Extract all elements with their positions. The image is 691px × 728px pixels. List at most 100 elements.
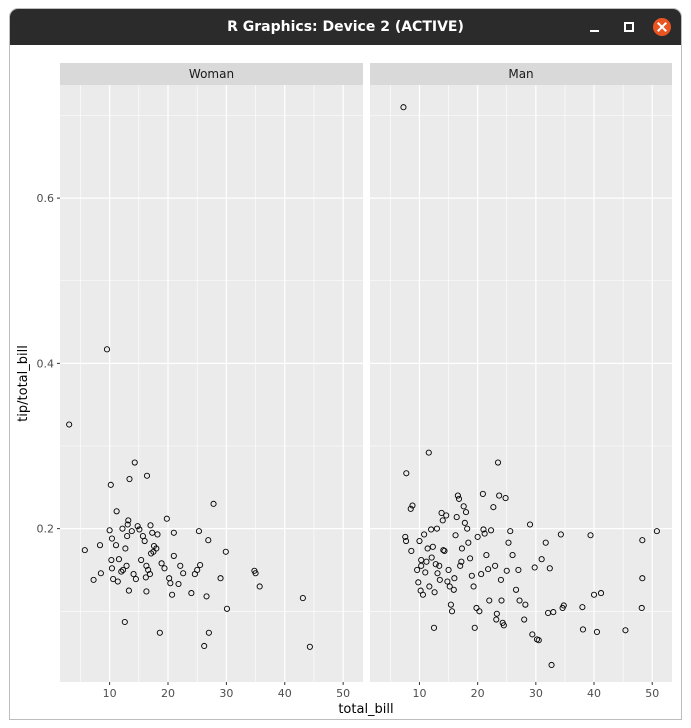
data-point-man bbox=[538, 556, 545, 563]
data-point-woman bbox=[103, 346, 111, 353]
data-point-woman bbox=[197, 561, 204, 569]
data-point-man bbox=[418, 556, 425, 564]
data-point-man bbox=[400, 104, 407, 111]
data-point-woman bbox=[128, 528, 135, 535]
x-tick-label: 30 bbox=[529, 687, 543, 700]
data-point-man bbox=[421, 531, 428, 538]
data-point-woman bbox=[120, 566, 127, 574]
window-title: R Graphics: Device 2 (ACTIVE) bbox=[227, 19, 464, 35]
data-point-man bbox=[509, 552, 516, 559]
data-point-man bbox=[522, 601, 529, 608]
data-point-woman bbox=[147, 522, 154, 529]
data-point-woman bbox=[136, 526, 143, 533]
data-point-man bbox=[548, 661, 555, 669]
data-point-woman bbox=[170, 529, 177, 536]
data-point-man bbox=[492, 562, 499, 569]
data-point-woman bbox=[222, 548, 229, 555]
data-point-woman bbox=[175, 580, 182, 588]
data-point-woman bbox=[108, 556, 115, 564]
data-point-man bbox=[436, 562, 443, 569]
data-point-man bbox=[403, 537, 410, 545]
data-point-woman bbox=[112, 542, 120, 549]
data-point-woman bbox=[223, 605, 231, 612]
data-point-man bbox=[454, 492, 461, 499]
data-point-man bbox=[461, 519, 468, 526]
data-point-man bbox=[531, 564, 538, 571]
data-point-man bbox=[486, 597, 493, 604]
data-point-woman bbox=[188, 590, 195, 597]
data-point-woman bbox=[163, 515, 170, 522]
data-point-man bbox=[445, 566, 452, 574]
data-point-woman bbox=[143, 588, 150, 595]
data-point-man bbox=[476, 608, 483, 615]
panel-background-man bbox=[370, 85, 672, 682]
data-point-woman bbox=[121, 618, 128, 626]
data-point-woman bbox=[97, 570, 104, 577]
data-point-woman bbox=[138, 556, 145, 564]
minimize-button[interactable] bbox=[586, 18, 604, 36]
data-point-man bbox=[433, 525, 440, 532]
data-point-man bbox=[434, 570, 441, 577]
data-point-man bbox=[418, 562, 425, 569]
data-point-woman bbox=[124, 533, 131, 540]
close-button[interactable] bbox=[653, 18, 671, 36]
data-point-man bbox=[409, 502, 416, 509]
data-point-man bbox=[448, 608, 456, 615]
data-point-man bbox=[529, 631, 536, 638]
data-point-woman bbox=[146, 571, 153, 578]
data-point-man bbox=[639, 537, 646, 544]
data-point-man bbox=[455, 495, 463, 502]
data-point-man bbox=[515, 566, 522, 574]
data-point-woman bbox=[122, 545, 129, 552]
data-point-man bbox=[423, 558, 430, 565]
data-point-man bbox=[414, 566, 421, 574]
x-tick-label: 40 bbox=[587, 687, 601, 700]
data-point-woman bbox=[217, 575, 224, 582]
data-point-man bbox=[419, 591, 427, 598]
data-point-man bbox=[485, 566, 492, 573]
data-point-woman bbox=[256, 583, 263, 590]
data-point-woman bbox=[66, 421, 73, 428]
data-point-woman bbox=[195, 528, 202, 535]
facet-label-man: Man bbox=[508, 67, 533, 81]
data-point-woman bbox=[118, 568, 125, 575]
data-point-woman bbox=[194, 566, 201, 574]
data-point-woman bbox=[110, 575, 117, 583]
data-point-man bbox=[494, 459, 502, 466]
x-tick-label: 50 bbox=[645, 687, 659, 700]
data-point-man bbox=[424, 545, 431, 552]
facet-label-woman: Woman bbox=[189, 67, 234, 81]
data-point-woman bbox=[161, 565, 168, 572]
data-point-man bbox=[493, 610, 500, 617]
data-point-man bbox=[430, 624, 438, 631]
data-point-man bbox=[557, 531, 564, 538]
x-tick-label: 20 bbox=[161, 687, 175, 700]
maximize-button[interactable] bbox=[620, 18, 638, 36]
data-point-woman bbox=[106, 527, 113, 534]
data-point-woman bbox=[210, 500, 217, 507]
data-point-woman bbox=[131, 459, 138, 466]
data-point-man bbox=[481, 530, 488, 537]
data-point-man bbox=[480, 526, 487, 533]
x-tick-label: 40 bbox=[278, 687, 292, 700]
data-point-man bbox=[450, 586, 457, 593]
x-tick-label: 30 bbox=[219, 687, 233, 700]
data-point-man bbox=[416, 537, 423, 545]
data-point-man bbox=[497, 576, 504, 583]
data-point-woman bbox=[169, 591, 176, 598]
data-point-woman bbox=[167, 580, 174, 587]
data-point-man bbox=[521, 616, 528, 623]
data-point-man bbox=[505, 539, 512, 546]
data-point-woman bbox=[177, 562, 184, 569]
data-point-woman bbox=[126, 476, 133, 483]
title-bar[interactable]: R Graphics: Device 2 (ACTIVE) bbox=[10, 9, 681, 45]
panel-background-woman bbox=[60, 85, 363, 682]
data-point-woman bbox=[125, 517, 132, 524]
data-point-woman bbox=[180, 570, 187, 577]
data-point-woman bbox=[96, 542, 104, 549]
data-point-woman bbox=[119, 525, 126, 532]
data-point-woman bbox=[115, 556, 123, 563]
facet-strip-man bbox=[370, 63, 672, 85]
data-point-man bbox=[422, 569, 429, 576]
x-tick-label: 50 bbox=[336, 687, 350, 700]
